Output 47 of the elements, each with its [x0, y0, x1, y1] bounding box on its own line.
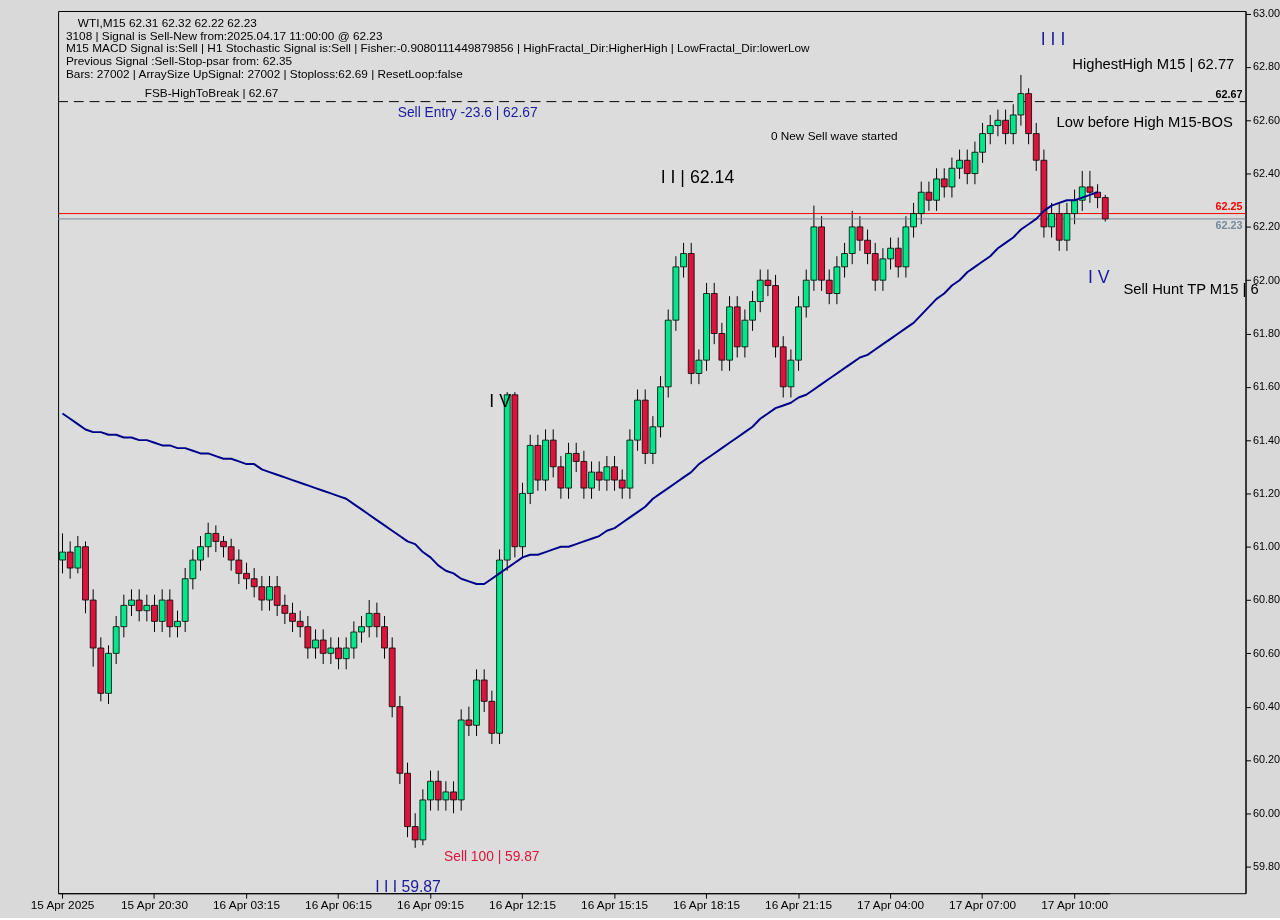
ref-line-label: 62.67 — [1215, 87, 1243, 100]
x-tick-label: 16 Apr 21:15 — [765, 898, 833, 913]
x-tick-label: 17 Apr 10:00 — [1041, 898, 1109, 913]
y-tick-label: 60.80 — [1252, 593, 1280, 606]
y-tick-label: 61.80 — [1252, 326, 1280, 339]
annotation: I I I 59.87 — [375, 878, 441, 896]
annotation: Sell 100 | 59.87 — [444, 848, 540, 864]
y-tick-label: 60.00 — [1252, 806, 1280, 819]
y-tick-label: 60.20 — [1252, 753, 1280, 766]
ref-line-label: 62.25 — [1215, 199, 1243, 212]
annotation: Bars: 27002 | ArraySize UpSignal: 27002 | Stoploss:62.69 | ResetLoop:false — [65, 66, 464, 81]
annotation: FSB-HighToBreak | 62.67 — [144, 85, 279, 100]
x-tick-label: 17 Apr 04:00 — [857, 898, 925, 913]
annotation: WTI,M15 62.31 62.32 62.22 62.23 — [77, 15, 258, 30]
y-tick-label: 61.40 — [1252, 433, 1280, 446]
x-tick-label: 15 Apr 2025 — [30, 898, 95, 913]
y-tick-label: 60.40 — [1252, 700, 1280, 713]
annotation: 0 New Sell wave started — [770, 128, 898, 143]
y-tick-label: 62.40 — [1252, 167, 1280, 180]
y-tick-label: 61.00 — [1252, 540, 1280, 553]
x-tick-label: 16 Apr 03:15 — [213, 898, 281, 913]
annotation: I I I — [1040, 29, 1066, 50]
y-tick-label: 62.60 — [1252, 113, 1280, 126]
annotation: I I | 62.14 — [660, 167, 735, 188]
x-tick-label: 16 Apr 06:15 — [305, 898, 373, 913]
y-tick-label: 62.20 — [1252, 220, 1280, 233]
x-tick-label: 16 Apr 15:15 — [581, 898, 649, 913]
y-tick-label: 61.60 — [1252, 380, 1280, 393]
annotation: M15 MACD Signal is:Sell | H1 Stochastic Signal is:Sell | Fisher:-0.9080111449879856 | HighFractal_Dir:HigherHigh | LowFractal_Dir:lowerLow — [65, 41, 811, 56]
y-tick-label: 61.20 — [1252, 486, 1280, 499]
annotation: I V — [1088, 266, 1110, 287]
y-tick-label: 62.80 — [1252, 60, 1280, 73]
x-tick-label: 17 Apr 07:00 — [949, 898, 1017, 913]
annotation: 3108 | Signal is Sell-New from:2025.04.17 11:00:00 @ 62.23 — [65, 28, 383, 43]
annotation: I V — [489, 390, 512, 411]
annotation: Sell Entry -23.6 | 62.67 — [397, 105, 538, 121]
x-tick-label: 16 Apr 18:15 — [673, 898, 741, 913]
annotation: Previous Signal :Sell-Stop-psar from: 62.35 — [65, 54, 293, 69]
x-tick-label: 16 Apr 09:15 — [397, 898, 465, 913]
y-tick-label: 60.60 — [1252, 646, 1280, 659]
annotation: Low before High M15-BOS — [1056, 114, 1233, 131]
y-tick-label: 59.80 — [1252, 860, 1280, 873]
ref-line-label: 62.23 — [1215, 218, 1243, 231]
y-tick-label: 63.00 — [1252, 7, 1280, 20]
annotation: HighestHigh M15 | 62.77 — [1072, 56, 1235, 73]
x-tick-label: 16 Apr 12:15 — [489, 898, 557, 913]
x-tick-label: 15 Apr 20:30 — [121, 898, 189, 913]
